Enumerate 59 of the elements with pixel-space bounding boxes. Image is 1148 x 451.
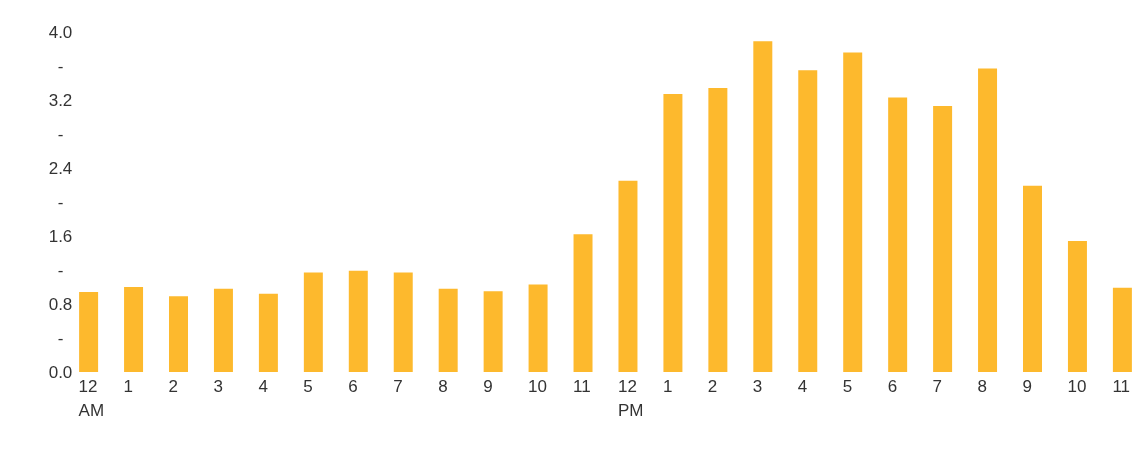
x-tick-label: 2 bbox=[707, 376, 718, 396]
bar bbox=[798, 70, 818, 372]
y-tick-label: 0.0 bbox=[48, 362, 73, 382]
bar bbox=[438, 288, 458, 372]
bar bbox=[888, 97, 908, 372]
x-tick-label: 9 bbox=[483, 376, 493, 396]
bar bbox=[753, 41, 773, 372]
x-tick-label: 4 bbox=[258, 376, 268, 396]
y-tick-label: 2.4 bbox=[48, 158, 73, 178]
y-tick-label: 1.6 bbox=[48, 226, 73, 246]
x-tick-label: 6 bbox=[887, 376, 898, 396]
bar bbox=[618, 180, 638, 372]
bar bbox=[978, 68, 998, 372]
x-tick-label: 10 bbox=[528, 376, 547, 396]
bar bbox=[393, 272, 413, 372]
x-tick-label: 3 bbox=[752, 376, 763, 396]
bar bbox=[663, 94, 683, 372]
x-tick-label: 8 bbox=[438, 376, 448, 396]
x-tick-label: 5 bbox=[303, 376, 313, 396]
x-tick-label: 11 bbox=[1112, 376, 1131, 396]
x-tick-label: 7 bbox=[932, 376, 943, 396]
bar bbox=[258, 293, 278, 372]
y-tick-label: 3.2 bbox=[48, 90, 73, 110]
y-tick-label: - bbox=[57, 328, 64, 348]
bar bbox=[124, 287, 144, 372]
x-tick-label: 9 bbox=[1022, 376, 1032, 396]
bar bbox=[79, 292, 99, 372]
x-tick-label: 1 bbox=[123, 376, 134, 396]
bar bbox=[483, 291, 503, 372]
bar bbox=[348, 270, 368, 372]
bar bbox=[303, 272, 323, 372]
x-tick-label: 4 bbox=[797, 376, 808, 396]
y-tick-label: - bbox=[57, 124, 64, 144]
x-tick-label: 12 AM bbox=[78, 376, 105, 420]
x-tick-label: 1 bbox=[662, 376, 673, 396]
x-tick-label: 5 bbox=[842, 376, 853, 396]
bar bbox=[528, 284, 548, 372]
x-tick-label: 12 PM bbox=[617, 376, 644, 420]
bar bbox=[573, 234, 593, 372]
bar bbox=[1067, 241, 1087, 372]
x-tick-label: 10 bbox=[1067, 376, 1087, 396]
y-tick-label: 0.8 bbox=[48, 294, 73, 314]
y-tick-label: 4.0 bbox=[48, 22, 73, 42]
x-tick-label: 11 bbox=[573, 376, 591, 396]
y-tick-label: - bbox=[57, 56, 64, 76]
bar bbox=[1023, 185, 1042, 372]
y-tick-label: - bbox=[57, 192, 64, 212]
x-tick-label: 3 bbox=[213, 376, 223, 396]
bar bbox=[213, 288, 233, 372]
bar bbox=[169, 296, 188, 372]
x-tick-label: 2 bbox=[168, 376, 178, 396]
bar bbox=[933, 105, 953, 372]
x-tick-label: 8 bbox=[977, 376, 988, 396]
bar bbox=[1112, 287, 1132, 372]
y-tick-label: - bbox=[57, 260, 64, 280]
x-tick-label: 7 bbox=[393, 376, 403, 396]
bar bbox=[843, 52, 863, 372]
bar bbox=[708, 88, 728, 372]
x-tick-label: 6 bbox=[348, 376, 358, 396]
